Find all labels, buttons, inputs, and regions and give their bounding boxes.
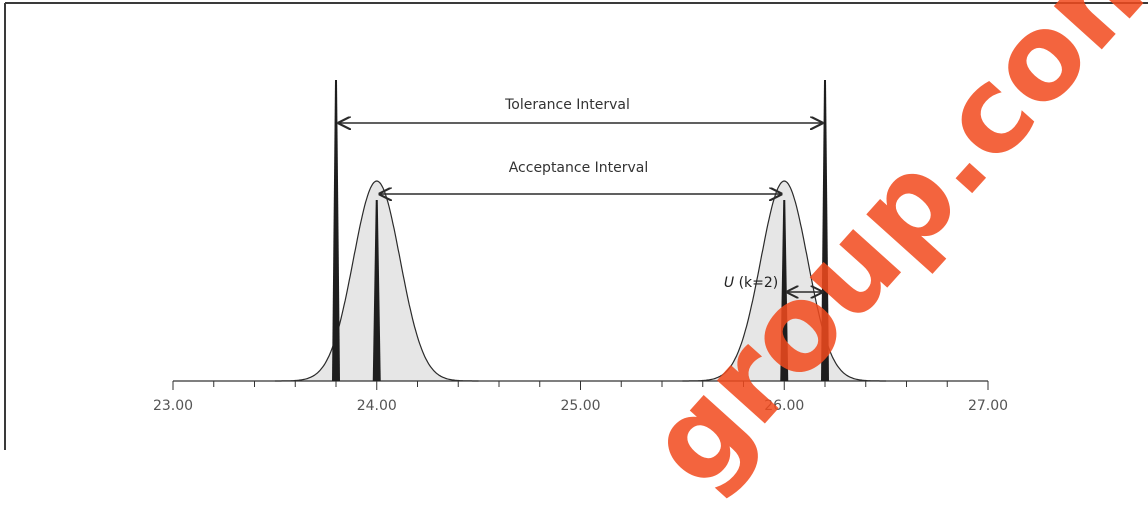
interval-markers xyxy=(332,80,829,381)
uncertainty-label: U (k=2) xyxy=(724,275,778,291)
diagram-canvas: 23.00 24.00 25.00 26.00 27.00 Tolerance Inte… xyxy=(4,2,1148,450)
distribution-curve-1 xyxy=(274,180,479,382)
uncertainty-k: (k=2) xyxy=(734,275,778,291)
distribution-curves xyxy=(274,180,887,382)
tolerance-upper-limit xyxy=(821,80,829,381)
acceptance-lower-limit xyxy=(372,200,381,381)
x-tick-label: 23.00 xyxy=(153,398,193,414)
x-tick-label: 25.00 xyxy=(560,398,600,414)
distribution-curve-2 xyxy=(682,180,887,382)
x-tick-label: 27.00 xyxy=(968,398,1008,414)
x-tick-label: 24.00 xyxy=(357,398,397,414)
uncertainty-u: U xyxy=(724,275,734,291)
x-tick-label: 26.00 xyxy=(764,398,804,414)
acceptance-upper-limit xyxy=(780,200,789,381)
x-axis: 23.00 24.00 25.00 26.00 27.00 xyxy=(153,380,1008,414)
acceptance-interval-label: Acceptance Interval xyxy=(509,160,649,176)
tolerance-lower-limit xyxy=(332,80,340,381)
tolerance-interval-label: Tolerance Interval xyxy=(504,97,630,113)
